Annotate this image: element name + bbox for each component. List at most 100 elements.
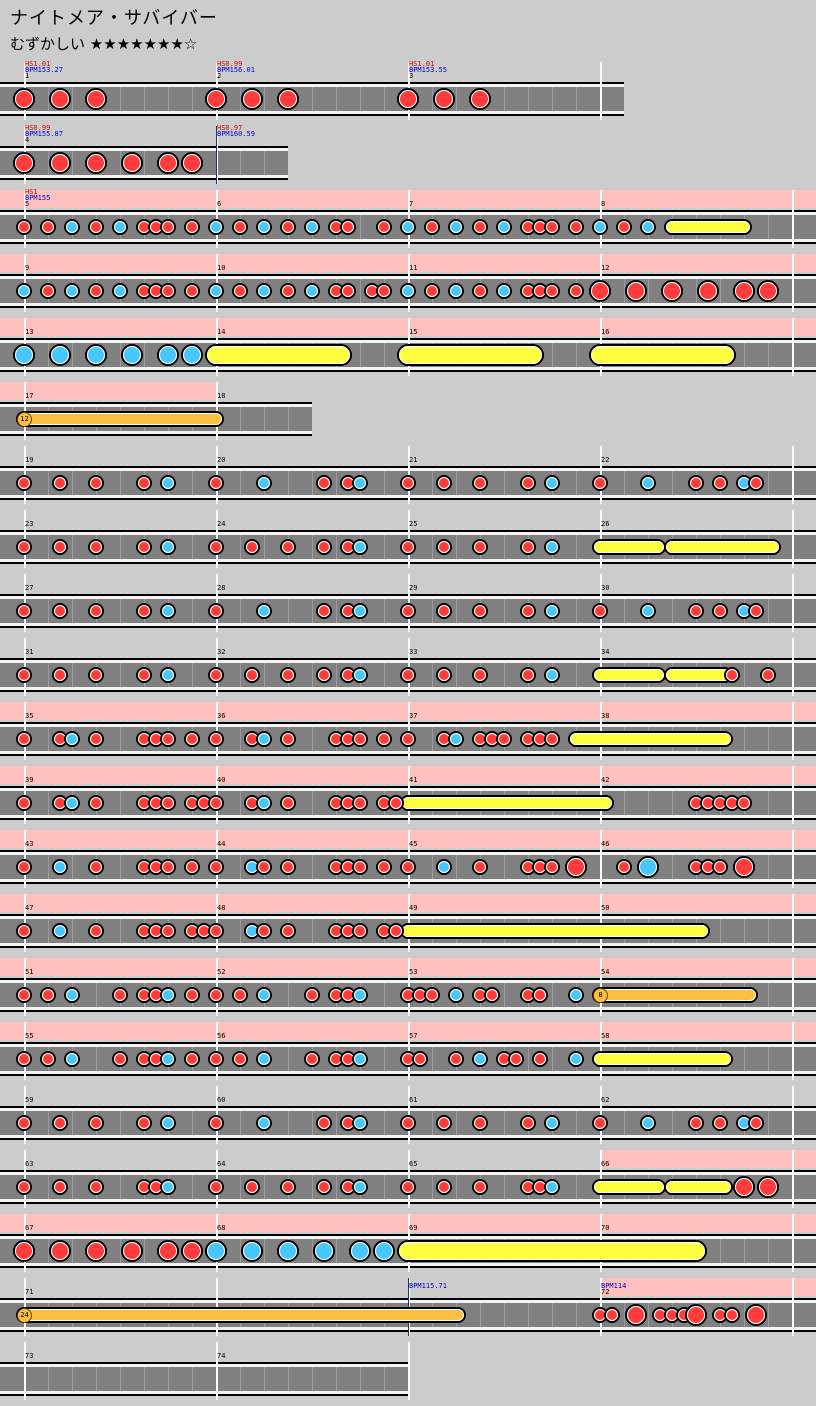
don-note — [376, 731, 392, 747]
difficulty-row: むずかしい ★★★★★★★☆ — [10, 34, 218, 54]
don-note — [352, 731, 368, 747]
beat-line — [552, 983, 553, 1007]
beat-line — [768, 343, 769, 367]
don-note — [592, 603, 608, 619]
don-note — [712, 859, 728, 875]
don-note — [232, 283, 248, 299]
beat-line — [360, 215, 361, 239]
beat-line — [648, 791, 649, 815]
beat-line — [48, 727, 49, 751]
measure-number: 24 — [217, 520, 226, 528]
ka-note — [448, 283, 464, 299]
ka-note — [352, 539, 368, 555]
don-note — [85, 88, 107, 110]
beat-line — [48, 535, 49, 559]
beat-line — [240, 727, 241, 751]
chart-row: 35 36 37 38 — [0, 702, 816, 766]
beat-line — [744, 1303, 745, 1327]
don-note — [160, 731, 176, 747]
beat-line — [144, 1239, 145, 1263]
difficulty-stars: ★★★★★★★☆ — [89, 35, 198, 53]
don-note — [208, 667, 224, 683]
don-note — [241, 88, 263, 110]
don-note — [88, 667, 104, 683]
measure-number: 21 — [409, 456, 418, 464]
measure-number: 42 — [601, 776, 610, 784]
beat-line — [768, 855, 769, 879]
don-note — [568, 219, 584, 235]
ka-note — [208, 219, 224, 235]
beat-line — [312, 919, 313, 943]
don-note — [388, 923, 404, 939]
beat-line — [360, 343, 361, 367]
beat-line — [624, 599, 625, 623]
measure-barline — [600, 830, 602, 888]
beat-line — [120, 919, 121, 943]
ka-note — [400, 283, 416, 299]
don-note — [136, 667, 152, 683]
scroll-speed-label: HS0.99 — [217, 60, 243, 68]
measure-number: 36 — [217, 712, 226, 720]
beat-line — [384, 1175, 385, 1199]
measure-barline — [792, 254, 794, 312]
measure-number: 55 — [25, 1032, 34, 1040]
don-note — [160, 923, 176, 939]
don-note — [88, 1115, 104, 1131]
chart-row: 63 64 65 66 — [0, 1150, 816, 1214]
drumroll-note — [592, 1051, 733, 1067]
beat-line — [312, 1175, 313, 1199]
measure-number: 32 — [217, 648, 226, 656]
drumroll-note — [205, 344, 352, 366]
measure-barline — [792, 766, 794, 824]
bpm-label: BPM153.55 — [409, 66, 447, 74]
beat-line — [552, 1047, 553, 1071]
measure-number: 16 — [601, 328, 610, 336]
don-note — [88, 923, 104, 939]
don-note — [625, 280, 647, 302]
ka-note — [160, 987, 176, 1003]
beat-line — [312, 1239, 313, 1263]
don-note — [568, 283, 584, 299]
chart-row: 43 44 45 46 — [0, 830, 816, 894]
measure-number: 2 — [217, 72, 222, 80]
don-note — [472, 1179, 488, 1195]
ka-note — [256, 219, 272, 235]
chart-row: 39 40 41 42 — [0, 766, 816, 830]
gogo-section — [600, 1278, 816, 1296]
don-note — [244, 667, 260, 683]
don-note — [376, 219, 392, 235]
beat-line — [576, 535, 577, 559]
don-note — [88, 539, 104, 555]
measure-number: 34 — [601, 648, 610, 656]
beat-line — [240, 919, 241, 943]
beat-line — [384, 599, 385, 623]
beat-line — [312, 727, 313, 751]
measure-barline — [792, 830, 794, 888]
beat-line — [384, 983, 385, 1007]
don-note — [208, 795, 224, 811]
don-note — [16, 475, 32, 491]
beat-line — [672, 855, 673, 879]
ka-note — [160, 1051, 176, 1067]
measure-number: 13 — [25, 328, 34, 336]
ka-note — [640, 475, 656, 491]
beat-line — [72, 1175, 73, 1199]
beat-line — [120, 1367, 121, 1391]
measure-number: 73 — [25, 1352, 34, 1360]
don-note — [16, 795, 32, 811]
beat-line — [288, 471, 289, 495]
measure-number: 3 — [409, 72, 414, 80]
don-note — [40, 283, 56, 299]
beat-line — [264, 407, 265, 431]
beat-line — [360, 1367, 361, 1391]
don-note — [592, 475, 608, 491]
don-note — [316, 475, 332, 491]
don-note — [544, 731, 560, 747]
measure-barline — [792, 702, 794, 760]
don-note — [472, 859, 488, 875]
don-note — [208, 475, 224, 491]
beat-line — [504, 471, 505, 495]
beat-line — [432, 87, 433, 111]
beat-line — [528, 1303, 529, 1327]
don-note — [688, 475, 704, 491]
